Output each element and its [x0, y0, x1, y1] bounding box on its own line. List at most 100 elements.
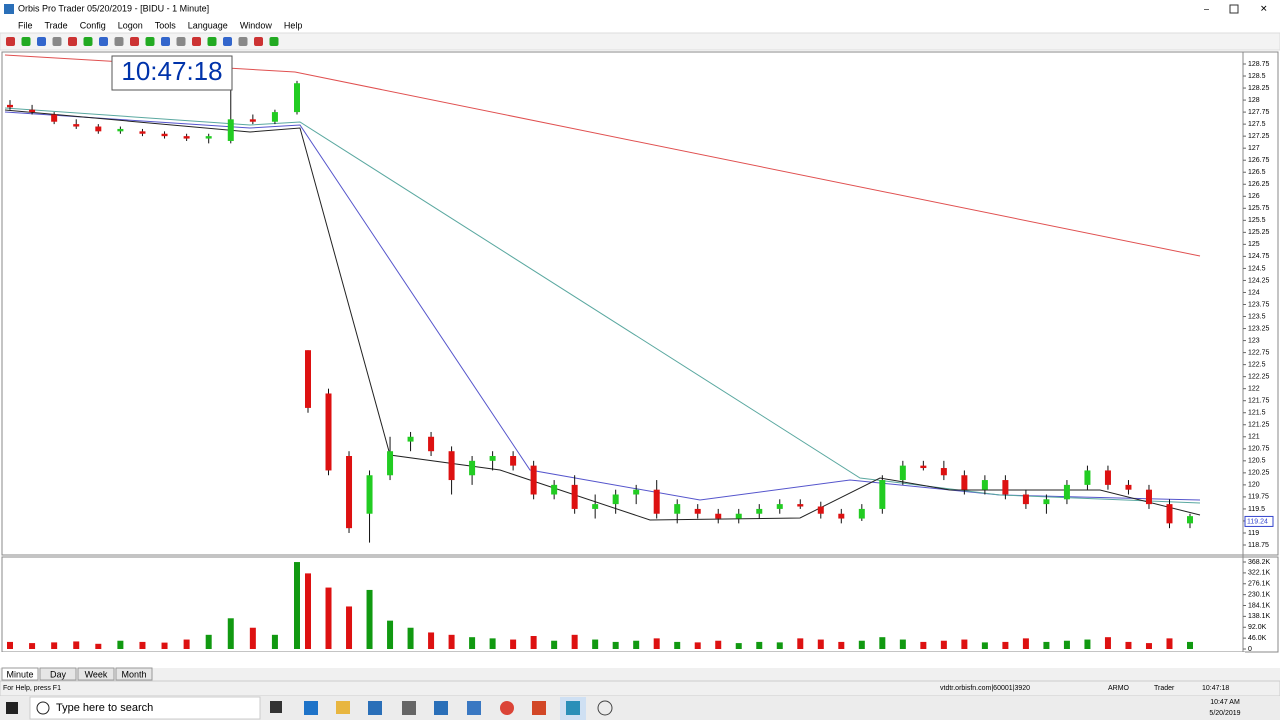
volume-bar [139, 641, 146, 649]
price-tick-label: 128.25 [1248, 85, 1270, 92]
volume-bar [294, 562, 300, 649]
toolbar-button[interactable] [192, 37, 201, 46]
toolbar-button[interactable] [21, 37, 31, 46]
taskbar-apps [270, 697, 613, 720]
clock-box [111, 55, 233, 91]
toolbar-button[interactable] [176, 37, 186, 46]
toolbar-button[interactable] [68, 37, 77, 46]
candle-body [797, 504, 804, 507]
task-view[interactable] [270, 701, 282, 713]
volume-tick-label: 138.1K [1248, 613, 1271, 620]
price-tick-label: 121 [1248, 434, 1260, 441]
edge-icon[interactable] [304, 701, 318, 715]
volume-bar [1145, 643, 1152, 649]
candle-body [920, 465, 927, 469]
volume-bar [271, 634, 278, 649]
tab[interactable] [115, 667, 153, 681]
menu-item[interactable]: Window [240, 20, 273, 30]
app-icon[interactable] [402, 701, 416, 715]
app-icon[interactable] [467, 701, 481, 715]
volume-bar [387, 620, 394, 649]
candle-body [387, 451, 394, 476]
tab-label: Day [50, 669, 67, 679]
volume-bar [776, 642, 783, 649]
price-tick-label: 125.25 [1248, 229, 1270, 236]
menu-item[interactable]: Tools [155, 20, 177, 30]
toolbar-button[interactable] [83, 37, 93, 46]
price-tick-label: 126 [1248, 193, 1260, 200]
price-tick-label: 120 [1248, 482, 1260, 489]
start-button[interactable] [6, 702, 18, 714]
tab-label: Week [85, 669, 108, 679]
price-tick-label: 126.75 [1248, 157, 1270, 164]
price-tick-label: 127.5 [1248, 121, 1266, 128]
menu-item[interactable]: Trade [45, 20, 68, 30]
menu-bar [0, 18, 1280, 33]
tab[interactable] [39, 667, 77, 681]
price-tick-label: 124.25 [1248, 277, 1270, 284]
volume-bar [551, 640, 558, 649]
price-tick-label: 122 [1248, 386, 1260, 393]
candle-body [633, 489, 640, 495]
toolbar-button[interactable] [6, 37, 15, 46]
volume-pane [1, 556, 1279, 653]
candle-body [7, 104, 13, 108]
menu-item[interactable]: Help [284, 20, 303, 30]
volume-bar [612, 641, 619, 649]
volume-tick-label: 92.0K [1248, 624, 1267, 631]
toolbar-button[interactable] [207, 37, 217, 46]
volume-tick-label: 0 [1248, 646, 1252, 653]
candle-body [294, 83, 300, 113]
toolbar-button[interactable] [145, 37, 155, 46]
candle-body [1022, 494, 1029, 505]
maximize[interactable] [1229, 4, 1239, 14]
volume-bar [981, 642, 988, 649]
price-tick-label: 121.5 [1248, 410, 1266, 417]
search-box[interactable] [29, 696, 261, 720]
price-tick-label: 125 [1248, 241, 1260, 248]
app-icon[interactable] [434, 701, 448, 715]
toolbar-button[interactable] [99, 37, 108, 46]
explorer-icon[interactable] [336, 701, 350, 714]
volume-bar [489, 638, 496, 649]
toolbar-button[interactable] [161, 37, 170, 46]
menu-item[interactable]: Language [188, 20, 228, 30]
price-tick-label: 119 [1248, 530, 1259, 537]
store-icon[interactable] [368, 701, 382, 715]
time-axis [0, 652, 1245, 668]
volume-bar [29, 643, 36, 649]
app-icon[interactable] [597, 700, 613, 716]
tab[interactable] [1, 667, 39, 681]
menu-item[interactable]: Logon [118, 20, 143, 30]
volume-bar [817, 639, 824, 649]
close[interactable]: ✕ [1260, 3, 1268, 13]
volume-bar [117, 640, 124, 649]
candle-body [271, 112, 278, 122]
volume-bar [205, 634, 212, 649]
candle-body [428, 436, 435, 452]
toolbar-button[interactable] [238, 37, 248, 46]
candle-body [325, 393, 332, 471]
toolbar-button[interactable] [254, 37, 263, 46]
clock: 10:47:18 [121, 56, 222, 86]
toolbar-button[interactable] [223, 37, 232, 46]
minimize[interactable]: – [1204, 3, 1209, 13]
toolbar-button[interactable] [269, 37, 279, 46]
candle-body [756, 508, 763, 514]
toolbar-button[interactable] [130, 37, 139, 46]
powerpoint-icon[interactable] [532, 701, 546, 715]
price-tick-label: 128 [1248, 97, 1260, 104]
menu-item[interactable]: Config [80, 20, 106, 30]
chrome-icon[interactable] [500, 701, 514, 715]
title-bar [0, 0, 1280, 18]
volume-bar [530, 636, 537, 649]
toolbar-button[interactable] [37, 37, 46, 46]
tab[interactable] [77, 667, 115, 681]
moving-average [4, 107, 1201, 504]
toolbar-button[interactable] [52, 37, 62, 46]
toolbar [0, 32, 1280, 51]
toolbar-button[interactable] [114, 37, 124, 46]
volume-bar [735, 643, 742, 649]
menu-item[interactable]: File [18, 20, 33, 30]
price-tick-label: 120.5 [1248, 458, 1266, 465]
